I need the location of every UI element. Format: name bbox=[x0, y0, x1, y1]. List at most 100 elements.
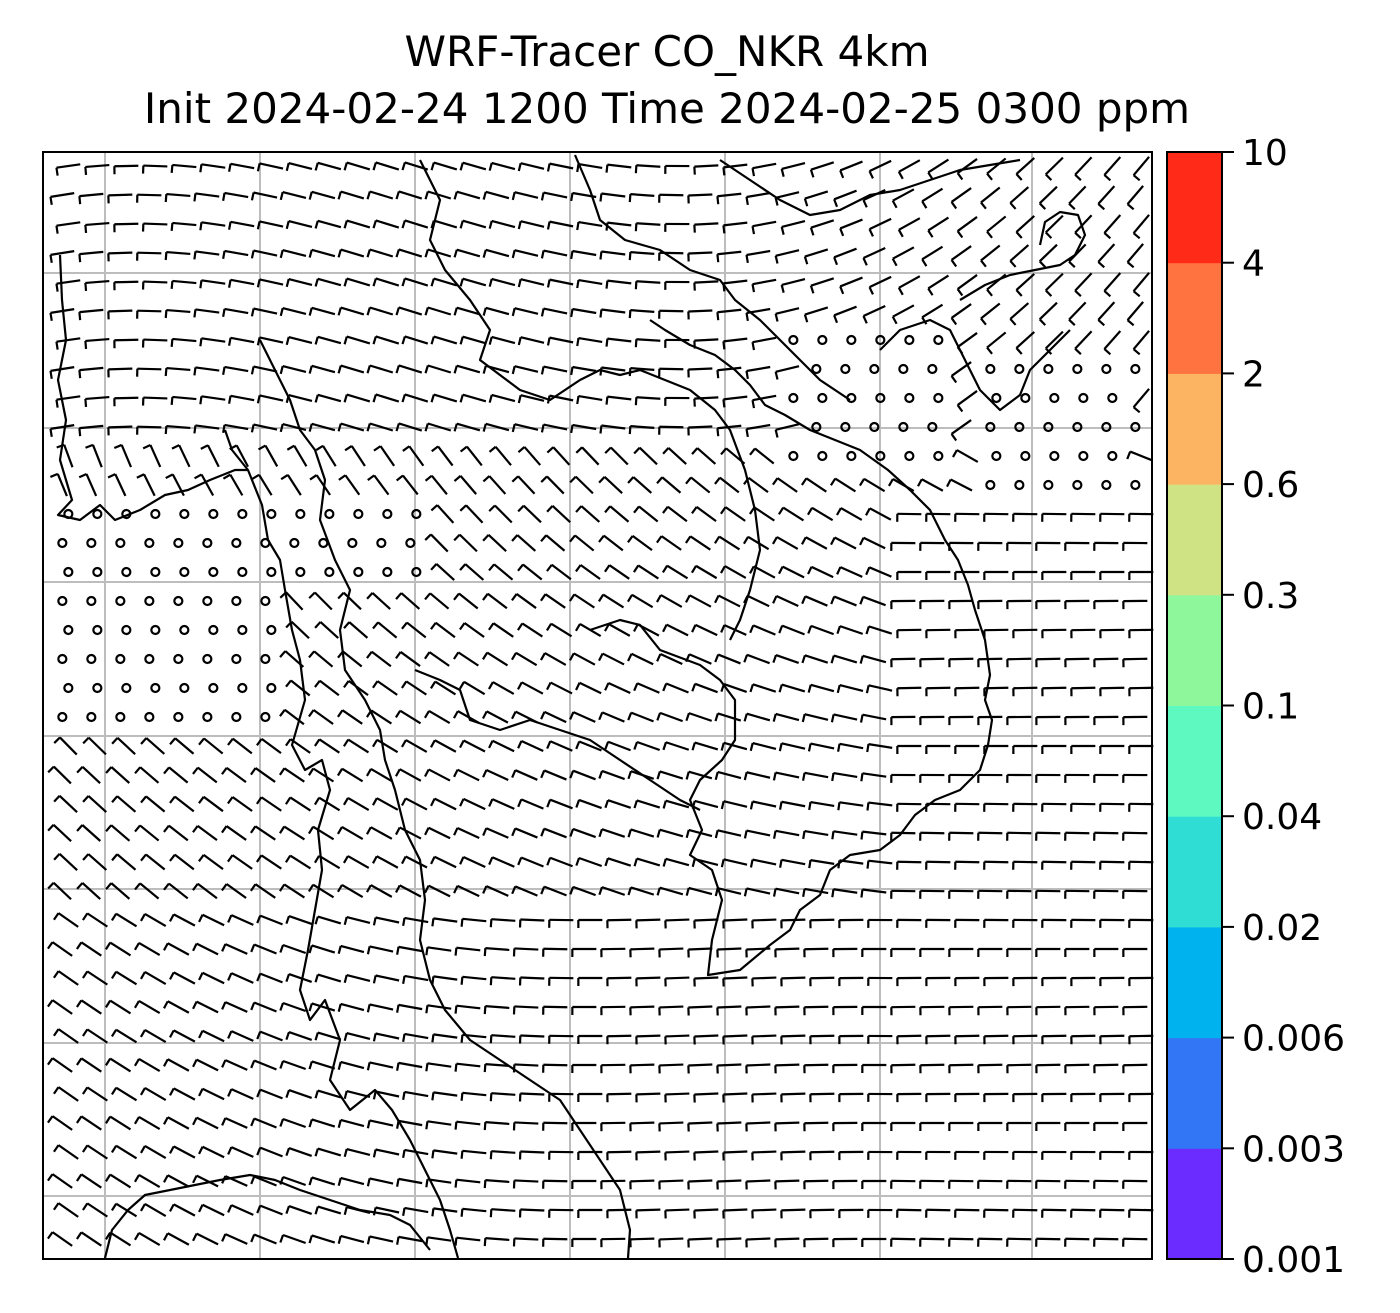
wind-barb bbox=[693, 918, 719, 929]
wind-barb bbox=[228, 278, 255, 288]
wind-barb bbox=[337, 1234, 365, 1244]
wind-barb bbox=[110, 1144, 138, 1160]
wind-barb bbox=[809, 161, 835, 178]
wind-barb bbox=[512, 1179, 539, 1189]
wind-barb bbox=[431, 1033, 458, 1043]
wind-barb bbox=[460, 1091, 487, 1101]
wind-barb bbox=[366, 1061, 394, 1071]
wind-barb bbox=[778, 683, 806, 693]
calm-marker bbox=[904, 392, 915, 404]
wind-barb bbox=[867, 1034, 893, 1044]
wind-barb bbox=[919, 947, 945, 958]
wind-barb bbox=[919, 889, 945, 899]
wind-barb bbox=[1099, 628, 1125, 639]
wind-barb bbox=[285, 915, 313, 925]
wind-barb bbox=[948, 599, 974, 610]
wind-barb bbox=[222, 191, 249, 202]
wind-barb bbox=[606, 1034, 632, 1045]
wind-barb bbox=[1064, 1121, 1090, 1132]
wind-barb bbox=[308, 944, 336, 954]
wind-barb bbox=[954, 744, 980, 755]
wind-barb bbox=[459, 219, 487, 229]
wind-barb bbox=[285, 335, 313, 346]
wind-barb bbox=[809, 1150, 835, 1161]
wind-barb bbox=[1012, 918, 1038, 928]
wind-barb bbox=[749, 447, 775, 465]
wind-barb bbox=[279, 191, 307, 201]
wind-barb bbox=[336, 883, 364, 899]
wind-barb bbox=[53, 794, 78, 814]
wind-barb bbox=[925, 860, 951, 870]
wind-barb bbox=[627, 534, 653, 552]
wind-barb bbox=[803, 248, 829, 265]
wind-barb bbox=[635, 1092, 661, 1103]
wind-barb bbox=[1035, 1179, 1061, 1189]
wind-barb bbox=[256, 1088, 283, 1100]
wind-barb bbox=[577, 1092, 603, 1103]
wind-barb bbox=[948, 1237, 974, 1247]
wind-barb bbox=[956, 332, 978, 355]
wind-barb bbox=[749, 624, 776, 636]
wind-barb bbox=[278, 825, 306, 841]
wind-barb bbox=[605, 279, 632, 289]
wind-barb bbox=[948, 1005, 974, 1016]
wind-barb bbox=[308, 364, 336, 374]
calm-marker bbox=[202, 711, 213, 723]
wind-barb bbox=[366, 650, 392, 668]
wind-barb bbox=[256, 796, 282, 812]
wind-barb bbox=[78, 250, 104, 263]
wind-barb bbox=[402, 916, 429, 927]
wind-barb bbox=[633, 564, 659, 580]
wind-barb bbox=[662, 447, 687, 465]
wind-barb bbox=[343, 335, 371, 345]
wind-barb bbox=[1099, 1034, 1125, 1045]
wind-barb bbox=[227, 1204, 254, 1216]
wind-barb bbox=[802, 887, 829, 898]
wind-barb bbox=[743, 771, 771, 781]
wind-barb bbox=[890, 1005, 916, 1016]
wind-barb bbox=[285, 393, 313, 404]
wind-barb bbox=[777, 506, 805, 522]
wind-barb bbox=[453, 475, 477, 495]
wind-barb bbox=[105, 766, 131, 784]
wind-barb bbox=[722, 1208, 748, 1219]
wind-barb bbox=[859, 654, 887, 664]
wind-barb bbox=[336, 767, 364, 783]
wind-barb bbox=[950, 361, 972, 384]
wind-barb bbox=[279, 1001, 307, 1013]
wind-barb bbox=[1093, 657, 1119, 668]
wind-barb bbox=[1006, 599, 1032, 610]
wind-barb bbox=[481, 651, 509, 667]
wind-barb bbox=[803, 1237, 829, 1248]
wind-barb bbox=[198, 854, 224, 870]
wind-barb bbox=[983, 1150, 1009, 1160]
wind-barb bbox=[517, 798, 544, 810]
wind-barb bbox=[285, 1031, 313, 1041]
colorbar-tick-label: 0.04 bbox=[1242, 797, 1322, 838]
wind-barb bbox=[517, 394, 545, 404]
wind-barb bbox=[482, 534, 507, 552]
wind-barb bbox=[134, 882, 160, 900]
calm-marker bbox=[231, 653, 242, 665]
wind-barb bbox=[133, 1231, 161, 1247]
wind-barb bbox=[948, 657, 974, 668]
calm-marker bbox=[985, 421, 996, 433]
wind-barb bbox=[198, 971, 225, 985]
wind-barb bbox=[576, 395, 603, 405]
wind-barb bbox=[221, 1175, 248, 1187]
border-line-1 bbox=[419, 159, 762, 641]
wind-barb bbox=[890, 541, 916, 551]
wind-barb bbox=[488, 504, 513, 524]
wind-barb bbox=[598, 476, 623, 494]
wind-barb bbox=[685, 594, 712, 608]
wind-barb bbox=[780, 1150, 806, 1161]
wind-barb bbox=[402, 1032, 429, 1043]
wind-barb bbox=[395, 190, 423, 200]
wind-barb bbox=[662, 682, 689, 694]
wind-barb bbox=[687, 1237, 713, 1248]
wind-barb bbox=[372, 161, 400, 171]
wind-barb bbox=[954, 1092, 980, 1103]
wind-barb bbox=[606, 1092, 632, 1103]
wind-barb bbox=[49, 192, 75, 205]
wind-barb bbox=[343, 1089, 371, 1100]
